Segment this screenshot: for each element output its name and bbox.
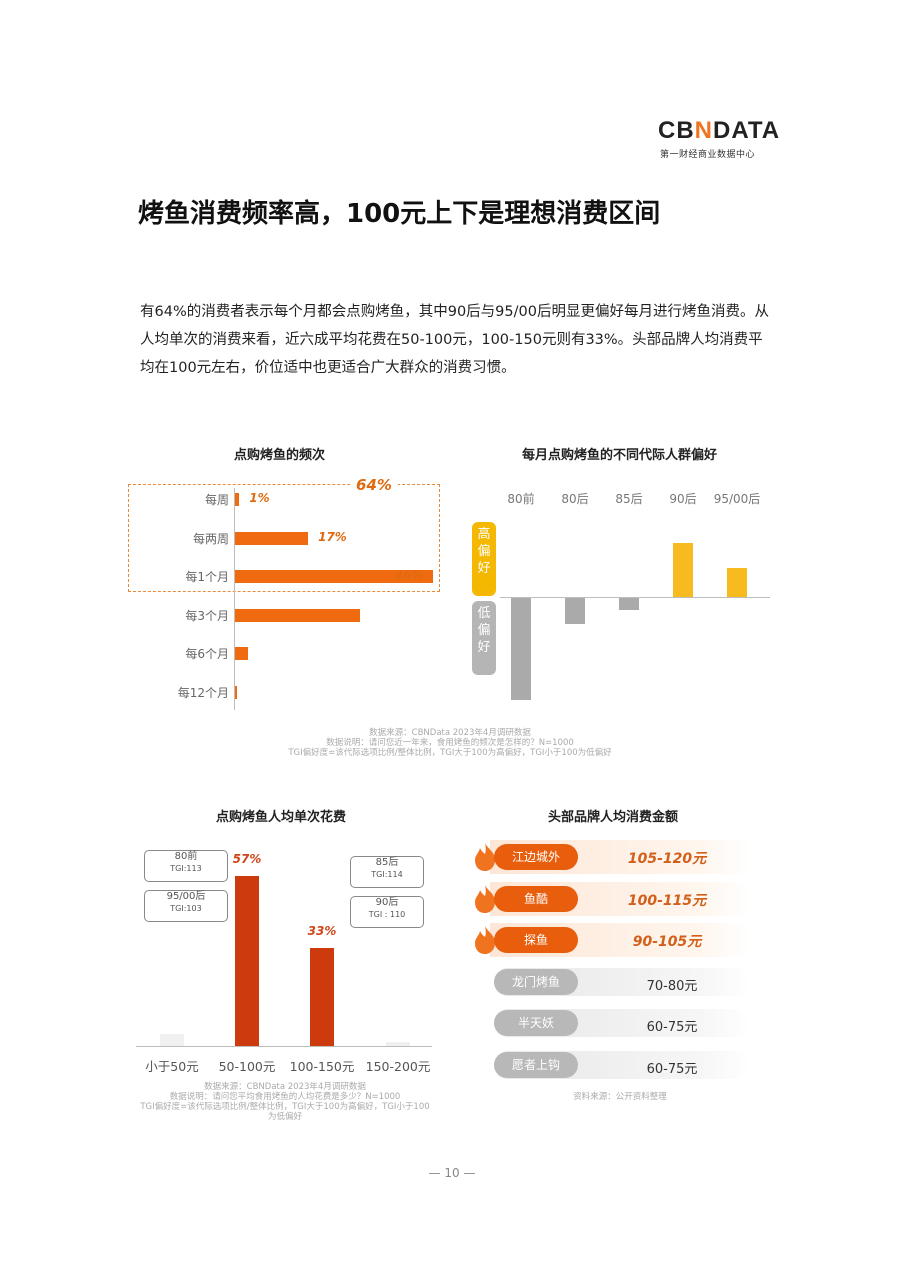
frequency-label: 每两周 [192, 531, 229, 546]
preference-bar [511, 598, 531, 700]
frequency-bar [235, 647, 248, 660]
brand-value: 60-75元 [646, 1061, 698, 1077]
spend-bar [160, 1034, 184, 1046]
flame-icon [472, 884, 498, 914]
brand-table-title: 头部品牌人均消费金额 [548, 810, 679, 825]
brand-name-pill: 半天妖 [494, 1010, 578, 1036]
frequency-value-label: 17% [318, 529, 347, 544]
spend-category-label: 150-200元 [365, 1059, 431, 1074]
tgi-box-85: 85后 TGI:114 [350, 856, 424, 888]
top-source-note: 数据来源：CBNData 2023年4月调研数据 [369, 728, 531, 738]
flame-icon [472, 842, 498, 872]
low-pref-tag: 低偏好 [472, 601, 496, 675]
frequency-value-label: 46% [394, 568, 424, 582]
brand-name-pill: 鱼酷 [494, 885, 578, 912]
brand-value: 70-80元 [646, 978, 698, 994]
chart1-title: 点购烤鱼的频次 [234, 448, 326, 463]
bottom-tgi-note: TGI偏好度=该代际选项比例/整体比例，TGI大于100为高偏好，TGI小于10… [140, 1102, 430, 1122]
chart3-title: 点购烤鱼人均单次花费 [216, 810, 347, 825]
frequency-bar [235, 570, 433, 583]
generation-label: 95/00后 [713, 492, 761, 506]
logo-subtitle: 第一财经商业数据中心 [660, 150, 756, 160]
tgi-box-80-before: 80前 TGI:113 [144, 850, 228, 882]
flame-icon [472, 925, 498, 955]
highlight-label: 64% [350, 476, 398, 494]
top-desc-note: 数据说明：请问您近一年来，食用烤鱼的频次是怎样的？N=1000 [326, 738, 574, 748]
tgi-box-90: 90后 TGI : 110 [350, 896, 424, 928]
spend-category-label: 小于50元 [145, 1059, 199, 1074]
frequency-label: 每12个月 [177, 685, 229, 700]
frequency-bar [235, 493, 240, 506]
tgi-box-95-00: 95/00后 TGI:103 [144, 890, 228, 922]
intro-paragraph: 有64%的消费者表示每个月都会点购烤鱼，其中90后与95/00后明显更偏好每月进… [140, 304, 769, 376]
brand-value: 60-75元 [646, 1020, 698, 1035]
page-title: 烤鱼消费频率高，100元上下是理想消费区间 [138, 199, 661, 229]
bottom-source-note: 数据来源：CBNData 2023年4月调研数据 [204, 1082, 366, 1092]
frequency-bar [235, 685, 238, 699]
generation-label: 80后 [561, 492, 589, 506]
highlight-box [128, 484, 440, 592]
bottom-desc-note: 数据说明：请问您平均食用烤鱼的人均花费是多少？N=1000 [169, 1092, 401, 1102]
frequency-value-label: 1% [249, 491, 270, 505]
frequency-bar [235, 531, 309, 545]
generation-label: 90后 [669, 492, 697, 506]
high-pref-tag: 高偏好 [472, 522, 496, 596]
frequency-label: 每1个月 [185, 570, 229, 584]
brand-name-pill: 愿者上钩 [494, 1051, 578, 1078]
chart2-title: 每月点购烤鱼的不同代际人群偏好 [522, 448, 718, 463]
page-number: — 10 — [428, 1166, 476, 1180]
preference-bar [727, 568, 747, 597]
preference-bar [673, 542, 693, 597]
spend-bar [310, 947, 334, 1046]
frequency-label: 每3个月 [185, 608, 229, 623]
brand-name-pill: 探鱼 [494, 927, 578, 953]
top-tgi-note: TGI偏好度=该代际选项比例/整体比例，TGI大于100为高偏好，TGI小于10… [288, 748, 612, 758]
generation-label: 85后 [615, 492, 643, 506]
spend-value-label: 57% [232, 852, 262, 867]
preference-bar [619, 598, 639, 611]
brand-value: 90-105元 [632, 934, 702, 950]
frequency-label: 每周 [204, 493, 229, 507]
brand-value: 100-115元 [627, 892, 707, 909]
frequency-bar [235, 608, 360, 622]
spend-category-label: 50-100元 [218, 1059, 276, 1074]
spend-bar [386, 1041, 410, 1046]
preference-bar [565, 598, 585, 624]
logo: CBNDATA [658, 117, 781, 144]
frequency-label: 每6个月 [185, 647, 229, 661]
brand-name-pill: 龙门烤鱼 [494, 968, 578, 995]
spend-category-label: 100-150元 [289, 1059, 355, 1074]
chart3-baseline [136, 1046, 432, 1047]
chart2-baseline [500, 597, 770, 598]
brand-name-pill: 江边城外 [494, 844, 578, 870]
brand-value: 105-120元 [627, 851, 707, 867]
chart1-axis [234, 488, 235, 710]
right-source-note: 资料来源：公开资料整理 [573, 1092, 667, 1102]
spend-value-label: 33% [307, 923, 337, 938]
generation-label: 80前 [507, 492, 535, 506]
spend-bar [235, 876, 259, 1046]
